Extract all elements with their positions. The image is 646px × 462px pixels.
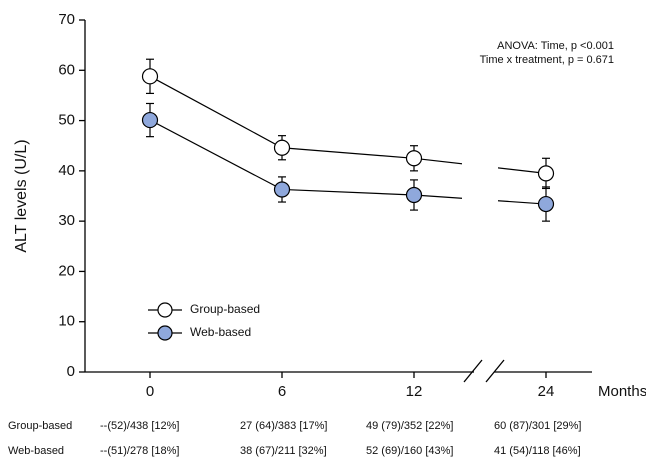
legend-marker [157,325,173,341]
marker [141,111,159,129]
x-axis-label: Months [598,383,646,400]
y-tick-label: 50 [58,112,75,129]
marker [141,68,159,85]
break-slash [463,359,483,383]
table-cell: 52 (69)/160 [43%] [366,445,453,457]
table-cell: 49 (79)/352 [22%] [366,420,453,432]
y-tick-label: 0 [67,363,75,380]
table-row-label: Web-based [8,445,64,457]
legend-marker [157,302,173,318]
table-cell: 38 (67)/211 [32%] [240,445,327,457]
plot-area [141,20,555,352]
x-tick-label: 6 [278,383,286,400]
annotation: Time x treatment, p = 0.671 [480,54,614,66]
legend-label: Web-based [190,325,251,339]
table-cell: 27 (64)/383 [17%] [240,420,327,432]
x-tick-label: 0 [146,383,154,400]
legend-label: Group-based [190,302,260,316]
marker [537,195,555,213]
y-tick-label: 10 [58,313,75,330]
y-tick-label: 30 [58,212,75,229]
axis-break [463,359,505,383]
y-axis-label: ALT levels (U/L) [13,139,30,252]
y-tick-label: 20 [58,262,75,279]
y-tick-label: 60 [58,61,75,78]
marker [405,186,423,204]
marker [537,165,555,182]
annotation: ANOVA: Time, p <0.001 [497,40,614,52]
table-cell: --(52)/438 [12%] [100,420,179,432]
table-row-label: Group-based [8,420,72,432]
x-tick-label: 24 [538,383,555,400]
marker [273,139,291,156]
table-cell: 60 (87)/301 [29%] [494,420,581,432]
y-tick-label: 40 [58,162,75,179]
table-cell: 41 (54)/118 [46%] [494,445,581,457]
line-break-gap [462,20,498,352]
table-cell: --(51)/278 [18%] [100,445,179,457]
marker [273,181,291,198]
x-tick-label: 12 [406,383,423,400]
break-slash [485,359,505,383]
y-tick-label: 70 [58,11,75,28]
marker [405,150,423,167]
